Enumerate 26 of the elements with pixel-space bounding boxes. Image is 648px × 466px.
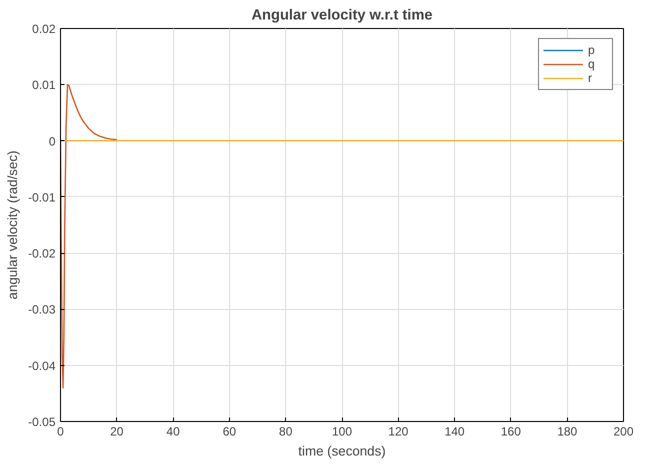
y-tick-label: -0.02 [28,246,56,261]
x-tick-label: 140 [444,424,465,438]
y-tick-label: 0 [48,134,56,148]
y-axis-title: angular velocity (rad/sec) [5,150,20,300]
x-tick-label: 80 [279,424,293,438]
legend-label: p [588,43,596,57]
y-tick-label: -0.05 [28,415,56,429]
legend-label: q [588,57,596,71]
x-tick-label: 100 [332,424,352,438]
y-tick-label: 0.02 [32,22,56,36]
x-tick-label: 200 [613,424,634,438]
x-tick-label: 20 [110,424,124,438]
y-tick-label: 0.01 [32,78,56,92]
x-tick-label: 120 [388,424,409,438]
x-tick-label: 60 [222,424,236,438]
x-tick-label: 180 [557,424,578,438]
x-tick-label: 0 [57,424,64,438]
x-tick-label: 40 [166,424,180,438]
chart-title: Angular velocity w.r.t time [251,8,433,24]
y-tick-label: -0.04 [28,358,56,373]
x-axis-title: time (seconds) [298,444,386,458]
line-series [60,84,118,388]
x-tick-label: 160 [500,424,522,438]
legend-label: r [588,71,593,85]
y-tick-label: -0.03 [28,302,56,317]
y-tick-label: -0.01 [28,190,56,204]
